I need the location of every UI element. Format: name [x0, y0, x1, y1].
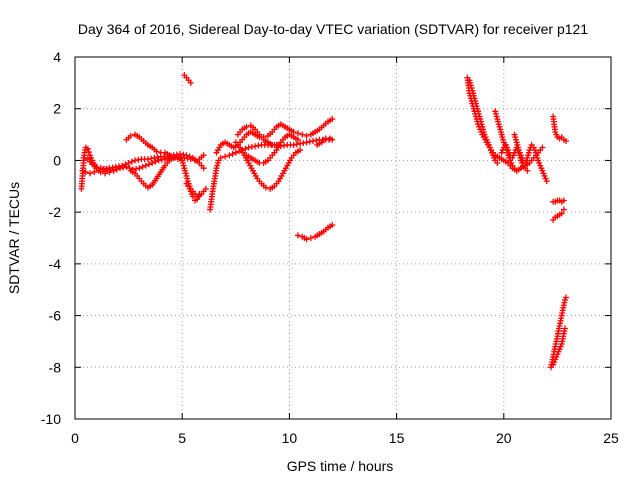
y-tick-label: 4 — [53, 49, 61, 65]
data-point — [79, 167, 86, 174]
data-point — [91, 169, 98, 176]
y-tick-labels: -10 -8 -6 -4 -2 0 2 4 — [41, 49, 61, 427]
data-point — [202, 185, 209, 192]
data-point — [307, 235, 314, 241]
data-point — [106, 169, 113, 176]
grid-lines — [75, 57, 611, 419]
data-point — [303, 132, 310, 139]
data-point — [561, 325, 568, 332]
data-point — [513, 167, 520, 174]
data-point — [125, 160, 132, 167]
data-point — [149, 160, 156, 167]
data-point — [303, 236, 310, 243]
data-point — [562, 138, 569, 145]
data-point — [524, 167, 531, 174]
data-point — [232, 149, 239, 156]
data-point — [262, 184, 269, 191]
data-point — [494, 160, 501, 167]
data-point — [229, 150, 236, 157]
x-tick-label: 25 — [603, 430, 619, 446]
data-point — [153, 148, 160, 155]
y-tick-label: 2 — [53, 101, 61, 117]
data-point — [243, 123, 250, 130]
y-tick-label: -4 — [49, 256, 62, 272]
data-point — [222, 153, 229, 160]
data-point — [294, 136, 301, 143]
data-point — [84, 145, 91, 152]
data-point — [136, 165, 143, 172]
data-point — [142, 162, 149, 169]
x-axis-label: GPS time / hours — [287, 458, 394, 474]
x-tick-label: 10 — [282, 430, 298, 446]
data-point — [170, 154, 177, 161]
data-point — [294, 130, 301, 137]
data-point — [152, 158, 159, 165]
data-point — [217, 154, 224, 161]
data-point — [187, 79, 194, 86]
data-point — [329, 222, 336, 229]
data-point — [87, 170, 94, 177]
data-point — [189, 193, 196, 200]
y-tick-label: -6 — [49, 308, 62, 324]
x-tick-label: 5 — [178, 430, 186, 446]
data-point — [128, 158, 135, 165]
y-tick-label: 0 — [53, 152, 61, 168]
data-point — [560, 206, 567, 213]
data-point — [297, 147, 304, 154]
data-point — [102, 170, 109, 177]
chart-title: Day 364 of 2016, Sidereal Day-to-day VTE… — [78, 21, 588, 37]
data-point — [200, 165, 207, 172]
x-tick-label: 20 — [496, 430, 512, 446]
data-point — [97, 169, 104, 176]
data-point — [562, 294, 569, 301]
y-tick-label: -10 — [41, 411, 61, 427]
data-point — [226, 152, 233, 159]
data-point — [127, 132, 134, 139]
data-point — [558, 210, 565, 217]
x-tick-label: 0 — [71, 430, 79, 446]
plot-frame — [74, 56, 612, 420]
data-point — [539, 144, 546, 151]
data-point — [119, 162, 126, 169]
data-markers — [78, 72, 569, 371]
data-point — [80, 154, 87, 161]
data-point — [294, 232, 301, 239]
data-point — [290, 128, 297, 135]
data-point — [122, 161, 129, 168]
data-point — [139, 163, 146, 170]
axis-ticks — [74, 56, 612, 420]
y-axis-label: SDTVAR / TECUs — [6, 182, 22, 294]
data-point — [85, 149, 92, 156]
data-point — [242, 145, 249, 152]
data-point — [196, 191, 203, 198]
x-tick-labels: 0 5 10 15 20 25 — [71, 430, 619, 446]
data-point — [110, 167, 117, 174]
data-point — [543, 178, 550, 185]
data-point — [183, 152, 190, 159]
data-point — [145, 161, 152, 168]
y-tick-label: -2 — [49, 204, 62, 220]
data-point — [560, 197, 567, 204]
y-tick-label: -8 — [49, 359, 62, 375]
data-point — [200, 152, 207, 159]
data-point — [327, 135, 334, 142]
data-point — [82, 169, 89, 176]
data-point — [186, 153, 193, 160]
data-point — [299, 131, 306, 138]
data-point — [329, 116, 336, 123]
x-tick-label: 15 — [389, 430, 405, 446]
